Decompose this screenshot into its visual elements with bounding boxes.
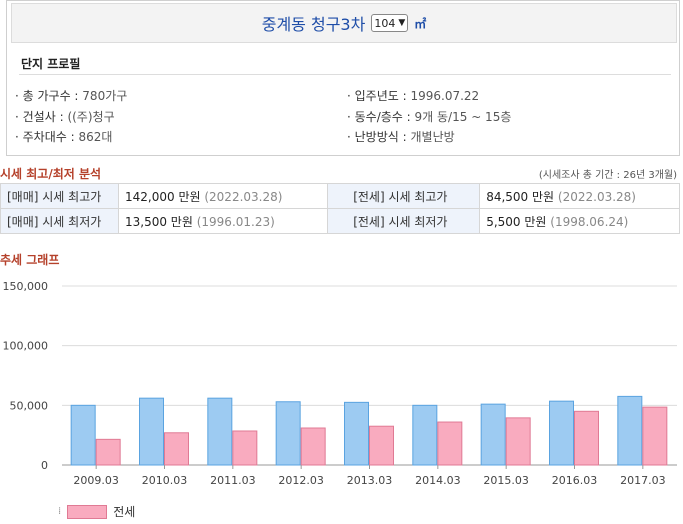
complex-name: 중계동 청구3차: [261, 15, 366, 34]
x-tick-label: 2013.03: [347, 474, 393, 487]
trend-chart: 150,000 100,000 50,000 0 2009.03 2010.03 2011.…: [3, 280, 677, 487]
chart-legend: ⁞ 전세: [58, 503, 135, 520]
profile-value: 780가구: [82, 89, 128, 103]
price-value: 5,500 만원: [486, 214, 547, 229]
profile-section-label: 단지 프로필: [21, 57, 81, 71]
profile-item-builder: · 건설사 : ((주)청구: [15, 108, 115, 125]
x-tick-label: 2014.03: [415, 474, 461, 487]
profile-value: 862대: [78, 130, 113, 144]
legend-label-jeonse: 전세: [113, 505, 136, 519]
size-select[interactable]: 104 ▼: [371, 14, 409, 32]
area-unit: ㎡: [414, 16, 427, 31]
profile-item-move-in-date: · 입주년도 : 1996.07.22: [347, 87, 479, 104]
table-header-cell: [전세] 시세 최저가: [327, 208, 481, 234]
x-tick-label: 2012.03: [278, 474, 324, 487]
y-tick-label: 50,000: [10, 399, 49, 412]
profile-item-households: · 총 가구수 : 780가구: [15, 87, 127, 104]
y-tick-label: 100,000: [3, 340, 49, 353]
divider: [19, 74, 671, 75]
complex-profile-panel: 중계동 청구3차 104 ▼ ㎡ 단지 프로필 · 총 가구수 : 780가구 …: [6, 0, 680, 156]
price-value: 13,500 만원: [125, 214, 193, 229]
x-tick-label: 2016.03: [552, 474, 598, 487]
profile-key: · 입주년도 :: [347, 89, 407, 103]
price-date: (2022.03.28): [557, 189, 636, 204]
table-header-cell: [전세] 시세 최고가: [327, 183, 481, 209]
bar: [549, 400, 574, 466]
price-analysis-title: 시세 최고/최저 분석: [0, 167, 102, 181]
x-tick-label: 2010.03: [142, 474, 188, 487]
bar: [275, 401, 301, 466]
bar: [574, 410, 599, 466]
table-cell: 5,500 만원 (1998.06.24): [479, 208, 680, 234]
table-header-cell: [매매] 시세 최저가: [0, 208, 119, 234]
profile-key: · 총 가구수 :: [15, 89, 79, 103]
profile-value: 1996.07.22: [410, 89, 480, 103]
bar: [642, 406, 668, 466]
x-tick-label: 2017.03: [620, 474, 666, 487]
legend-cut-marker: ⁞: [58, 506, 62, 517]
price-date: (1996.01.23): [196, 214, 275, 229]
bar: [344, 401, 369, 466]
bar: [437, 421, 463, 466]
table-cell: 84,500 만원 (2022.03.28): [479, 183, 680, 209]
price-value: 142,000 만원: [125, 189, 201, 204]
bar: [139, 397, 164, 466]
bar: [164, 432, 189, 466]
bar: [412, 404, 438, 466]
bar: [207, 397, 233, 466]
x-tick-label: 2015.03: [483, 474, 529, 487]
legend-swatch-jeonse: [67, 504, 108, 519]
profile-key: · 난방방식 :: [347, 130, 407, 144]
profile-key: · 건설사 :: [15, 110, 64, 124]
bar: [95, 438, 121, 466]
price-date: (1998.06.24): [550, 214, 629, 229]
profile-key: · 주차대수 :: [15, 130, 75, 144]
table-row: [매매] 시세 최고가 142,000 만원 (2022.03.28) [전세]…: [0, 183, 680, 209]
x-tick-label: 2011.03: [210, 474, 256, 487]
profile-item-parking: · 주차대수 : 862대: [15, 128, 112, 145]
price-date: (2022.03.28): [204, 189, 283, 204]
bar: [232, 430, 258, 466]
table-row: [매매] 시세 최저가 13,500 만원 (1996.01.23) [전세] …: [0, 208, 680, 234]
y-tick-label: 150,000: [3, 280, 49, 293]
profile-value: ((주)청구: [67, 110, 115, 124]
size-select-value: 104: [374, 16, 396, 30]
bar: [505, 417, 531, 466]
y-tick-label: 0: [41, 459, 48, 472]
complex-title-bar: 중계동 청구3차 104 ▼ ㎡: [11, 3, 677, 43]
table-header-cell: [매매] 시세 최고가: [0, 183, 119, 209]
price-value: 84,500 만원: [486, 189, 555, 204]
profile-item-heating: · 난방방식 : 개별난방: [347, 128, 455, 145]
x-tick-label: 2009.03: [73, 474, 119, 487]
profile-item-buildings-floors: · 동수/층수 : 9개 동/15 ~ 15층: [347, 108, 511, 125]
bar: [369, 425, 394, 466]
bar: [617, 395, 643, 466]
profile-value: 9개 동/15 ~ 15층: [414, 110, 512, 124]
trend-chart-title: 추세 그래프: [0, 253, 60, 267]
bar: [300, 427, 326, 466]
bar: [70, 404, 96, 466]
profile-key: · 동수/층수 :: [347, 110, 411, 124]
table-cell: 13,500 만원 (1996.01.23): [117, 208, 329, 234]
table-cell: 142,000 만원 (2022.03.28): [117, 183, 329, 209]
chevron-down-icon: ▼: [398, 18, 406, 28]
profile-value: 개별난방: [410, 130, 455, 144]
survey-period-note: (시세조사 총 기간 : 26년 3개월): [538, 170, 677, 181]
price-analysis-table: [매매] 시세 최고가 142,000 만원 (2022.03.28) [전세]…: [0, 183, 680, 234]
bar: [480, 403, 506, 466]
